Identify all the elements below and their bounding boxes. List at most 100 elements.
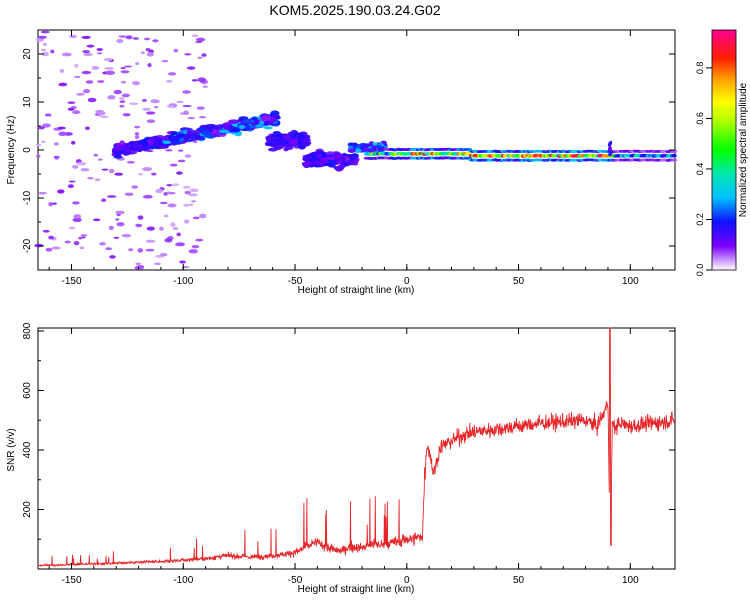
spectral-cell	[59, 68, 64, 73]
spectral-cell	[160, 201, 168, 205]
colorbar-tick-label: 0.6	[695, 112, 705, 125]
spectral-cell	[68, 180, 76, 183]
spectral-cell	[199, 213, 207, 219]
colorbar-tick-label: 0.4	[695, 163, 705, 176]
spectral-cell	[128, 248, 134, 252]
spectral-cell	[120, 145, 127, 151]
spectral-cell	[189, 203, 194, 207]
snr-series-line	[37, 327, 676, 568]
spectral-cell	[72, 201, 80, 205]
spectral-cell	[99, 115, 109, 119]
spectral-cell	[166, 184, 173, 187]
spectral-cell	[171, 183, 180, 187]
spectral-cell	[310, 151, 319, 156]
spectral-cell	[284, 137, 293, 141]
spectral-cell	[94, 178, 101, 181]
spectral-cell	[99, 242, 106, 246]
spectral-cell	[91, 65, 100, 70]
spectral-cell	[151, 172, 157, 176]
y-tick-label: -20	[22, 238, 33, 253]
spectral-cell	[142, 167, 153, 172]
spectral-cell	[191, 34, 199, 38]
spectral-cell	[288, 140, 298, 146]
spectral-cell	[184, 53, 192, 56]
spectral-cell	[81, 70, 92, 75]
y-tick-label: 20	[22, 48, 33, 60]
spectral-cell	[196, 106, 205, 110]
snr-ylabel: SNR (v/v)	[6, 428, 17, 471]
spectral-cell	[80, 168, 90, 172]
spectral-cell	[347, 142, 355, 147]
spectral-cell	[176, 232, 182, 237]
spectral-cell	[124, 192, 134, 196]
spectral-cell	[120, 70, 130, 74]
spectral-cell	[336, 160, 342, 165]
snr-marks	[37, 327, 676, 568]
spectral-cell	[145, 248, 155, 252]
spectral-cell	[132, 144, 142, 149]
spectral-cell	[76, 162, 87, 166]
spectral-cell	[71, 140, 76, 145]
spectral-cell	[97, 80, 105, 83]
spectral-cell	[159, 144, 169, 149]
spectral-cell	[74, 63, 79, 68]
spectral-cell	[320, 157, 329, 164]
spectral-cell	[57, 189, 65, 194]
spectral-cell	[42, 42, 47, 46]
spectral-cell	[106, 195, 117, 198]
y-tick-label: 200	[22, 501, 33, 518]
spectral-cell	[100, 198, 107, 202]
spectral-cell	[96, 47, 103, 52]
spectral-cell	[188, 193, 198, 197]
spectral-cell	[273, 144, 284, 150]
spectral-cell	[191, 131, 198, 138]
spectral-cell	[172, 227, 179, 230]
spectral-cell	[164, 238, 173, 243]
spectral-cell	[300, 142, 311, 147]
spectral-cell	[159, 252, 168, 257]
spectral-cell	[152, 140, 159, 146]
spectral-cell	[242, 118, 253, 124]
spectral-cell	[37, 191, 47, 195]
spectral-cell	[92, 218, 101, 222]
spectral-cell	[183, 110, 189, 116]
spectral-cell	[132, 37, 140, 40]
spectral-cell	[146, 52, 154, 57]
spectral-cell	[164, 214, 169, 218]
spectral-cell	[173, 48, 179, 53]
spectral-cell	[96, 52, 103, 55]
chart-title: KOM5.2025.190.03.24.G02	[269, 2, 441, 18]
spectral-cell	[53, 142, 59, 146]
spectral-cell	[141, 98, 148, 102]
spectral-cell	[87, 97, 97, 103]
spectral-cell	[165, 191, 173, 195]
spectral-cell	[134, 125, 141, 129]
spectral-cell	[122, 151, 130, 156]
spectral-cell	[179, 260, 186, 264]
spectral-cell	[126, 160, 135, 164]
spectral-cell	[48, 235, 54, 240]
spectral-cell	[183, 203, 190, 207]
spectral-cell	[146, 111, 156, 115]
x-tick-label: 0	[404, 276, 410, 287]
spectral-cell	[202, 85, 208, 88]
spectral-cell	[72, 217, 82, 222]
spectral-cell	[57, 126, 66, 130]
spectral-cell	[109, 255, 116, 259]
spectral-cell	[85, 126, 90, 131]
spectral-cell	[170, 222, 176, 227]
spectral-cell	[74, 75, 81, 78]
spectral-cell	[181, 266, 190, 269]
spectral-cell	[142, 194, 153, 199]
spectral-cell	[167, 203, 177, 208]
spectral-cell	[122, 113, 131, 117]
spectral-cell	[146, 119, 156, 124]
spectral-cell	[183, 133, 194, 139]
spectral-cell	[276, 133, 284, 137]
spectral-cell	[135, 262, 142, 265]
spectral-cell	[85, 80, 94, 84]
spectral-cell	[270, 114, 281, 118]
spectral-cell	[182, 185, 191, 189]
spectral-cell	[44, 113, 52, 117]
spectral-cell	[42, 229, 50, 233]
